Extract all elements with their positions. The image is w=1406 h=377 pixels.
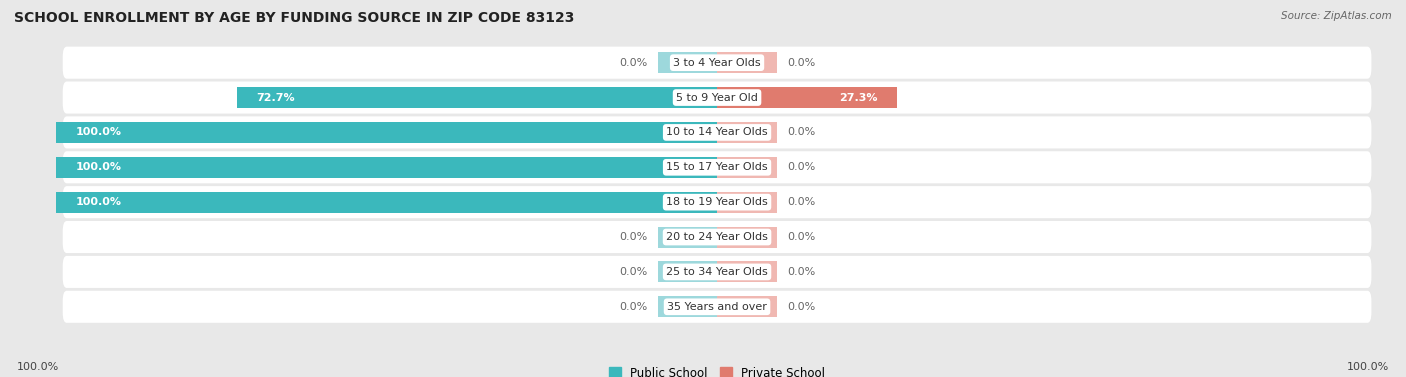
FancyBboxPatch shape	[63, 221, 1371, 253]
Bar	[717, 296, 776, 317]
Bar	[717, 157, 776, 178]
Text: Source: ZipAtlas.com: Source: ZipAtlas.com	[1281, 11, 1392, 21]
Bar	[658, 52, 717, 73]
Text: 0.0%: 0.0%	[787, 162, 815, 172]
FancyBboxPatch shape	[63, 151, 1371, 183]
Text: 0.0%: 0.0%	[619, 302, 647, 312]
Text: 100.0%: 100.0%	[1347, 362, 1389, 372]
Text: 0.0%: 0.0%	[787, 232, 815, 242]
Text: 25 to 34 Year Olds: 25 to 34 Year Olds	[666, 267, 768, 277]
Bar	[658, 227, 717, 247]
FancyBboxPatch shape	[63, 116, 1371, 149]
Text: 20 to 24 Year Olds: 20 to 24 Year Olds	[666, 232, 768, 242]
Bar	[658, 296, 717, 317]
Bar	[717, 192, 776, 213]
Bar	[658, 262, 717, 282]
Text: SCHOOL ENROLLMENT BY AGE BY FUNDING SOURCE IN ZIP CODE 83123: SCHOOL ENROLLMENT BY AGE BY FUNDING SOUR…	[14, 11, 575, 25]
FancyBboxPatch shape	[63, 47, 1371, 79]
Text: 0.0%: 0.0%	[619, 267, 647, 277]
Text: 5 to 9 Year Old: 5 to 9 Year Old	[676, 92, 758, 103]
Text: 0.0%: 0.0%	[787, 267, 815, 277]
Bar	[56, 122, 717, 143]
Bar	[236, 87, 717, 108]
Text: 0.0%: 0.0%	[787, 197, 815, 207]
FancyBboxPatch shape	[63, 186, 1371, 218]
Text: 3 to 4 Year Olds: 3 to 4 Year Olds	[673, 58, 761, 68]
Text: 27.3%: 27.3%	[839, 92, 877, 103]
Text: 0.0%: 0.0%	[787, 302, 815, 312]
Text: 18 to 19 Year Olds: 18 to 19 Year Olds	[666, 197, 768, 207]
Text: 35 Years and over: 35 Years and over	[666, 302, 768, 312]
Text: 0.0%: 0.0%	[787, 127, 815, 138]
Text: 0.0%: 0.0%	[619, 232, 647, 242]
Text: 100.0%: 100.0%	[76, 127, 122, 138]
Text: 100.0%: 100.0%	[76, 162, 122, 172]
Bar	[56, 157, 717, 178]
Bar	[717, 122, 776, 143]
Bar	[717, 227, 776, 247]
Legend: Public School, Private School: Public School, Private School	[609, 367, 825, 377]
Text: 0.0%: 0.0%	[619, 58, 647, 68]
Text: 10 to 14 Year Olds: 10 to 14 Year Olds	[666, 127, 768, 138]
Text: 100.0%: 100.0%	[17, 362, 59, 372]
Bar	[56, 192, 717, 213]
Text: 15 to 17 Year Olds: 15 to 17 Year Olds	[666, 162, 768, 172]
Text: 72.7%: 72.7%	[256, 92, 295, 103]
FancyBboxPatch shape	[63, 81, 1371, 113]
Text: 100.0%: 100.0%	[76, 197, 122, 207]
Bar	[717, 52, 776, 73]
Bar	[717, 262, 776, 282]
Bar	[717, 87, 897, 108]
FancyBboxPatch shape	[63, 291, 1371, 323]
Text: 0.0%: 0.0%	[787, 58, 815, 68]
FancyBboxPatch shape	[63, 256, 1371, 288]
